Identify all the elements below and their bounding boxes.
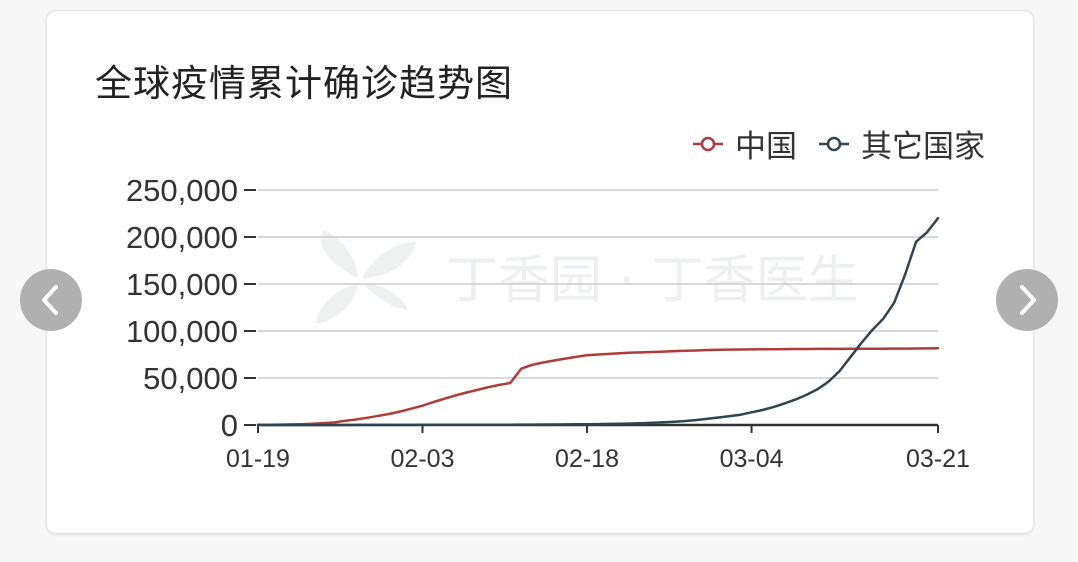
x-tick-label: 02-18 [555, 445, 619, 473]
prev-chart-button[interactable] [20, 269, 82, 331]
legend-label: 中国 [735, 129, 797, 165]
y-tick-label: 150,000 [126, 267, 238, 302]
x-tick-label: 02-03 [391, 445, 455, 473]
series-line-1 [256, 216, 940, 427]
watermark-text: 丁香园 · 丁香医生 [446, 251, 856, 311]
series-group [256, 216, 940, 427]
chart-card: 全球疫情累计确诊趋势图 中国 其它国家 [46, 10, 1034, 534]
legend-label: 其它国家 [861, 129, 985, 165]
y-tick-label: 0 [221, 408, 238, 443]
legend-swatch-icon [819, 136, 849, 151]
y-tick-label: 50,000 [143, 361, 238, 396]
legend-item-other-countries[interactable]: 其它国家 [819, 121, 985, 166]
legend-swatch-icon [693, 136, 723, 151]
chevron-right-icon [1020, 285, 1036, 315]
x-tick-label: 01-19 [226, 445, 290, 473]
chevron-left-icon [42, 285, 58, 315]
chart-title: 全球疫情累计确诊趋势图 [95, 62, 513, 105]
series-line-0 [256, 347, 940, 427]
x-axis: 01-19 02-03 02-18 03-04 03-21 [226, 423, 970, 473]
x-tick-label: 03-04 [720, 445, 784, 473]
grid-lines [258, 189, 938, 379]
legend-item-china[interactable]: 中国 [693, 121, 797, 166]
leaf-logo-icon [316, 230, 416, 324]
y-tick-label: 100,000 [126, 314, 238, 349]
y-axis: 0 50,000 100,000 150,000 200,000 250,000 [126, 173, 256, 443]
y-tick-label: 200,000 [126, 220, 238, 255]
y-tick-label: 250,000 [126, 173, 238, 208]
chart-legend: 中国 其它国家 [693, 121, 985, 166]
next-chart-button[interactable] [996, 269, 1058, 331]
x-tick-label: 03-21 [906, 445, 970, 473]
watermark-logo: 丁香园 · 丁香医生 [316, 230, 856, 324]
